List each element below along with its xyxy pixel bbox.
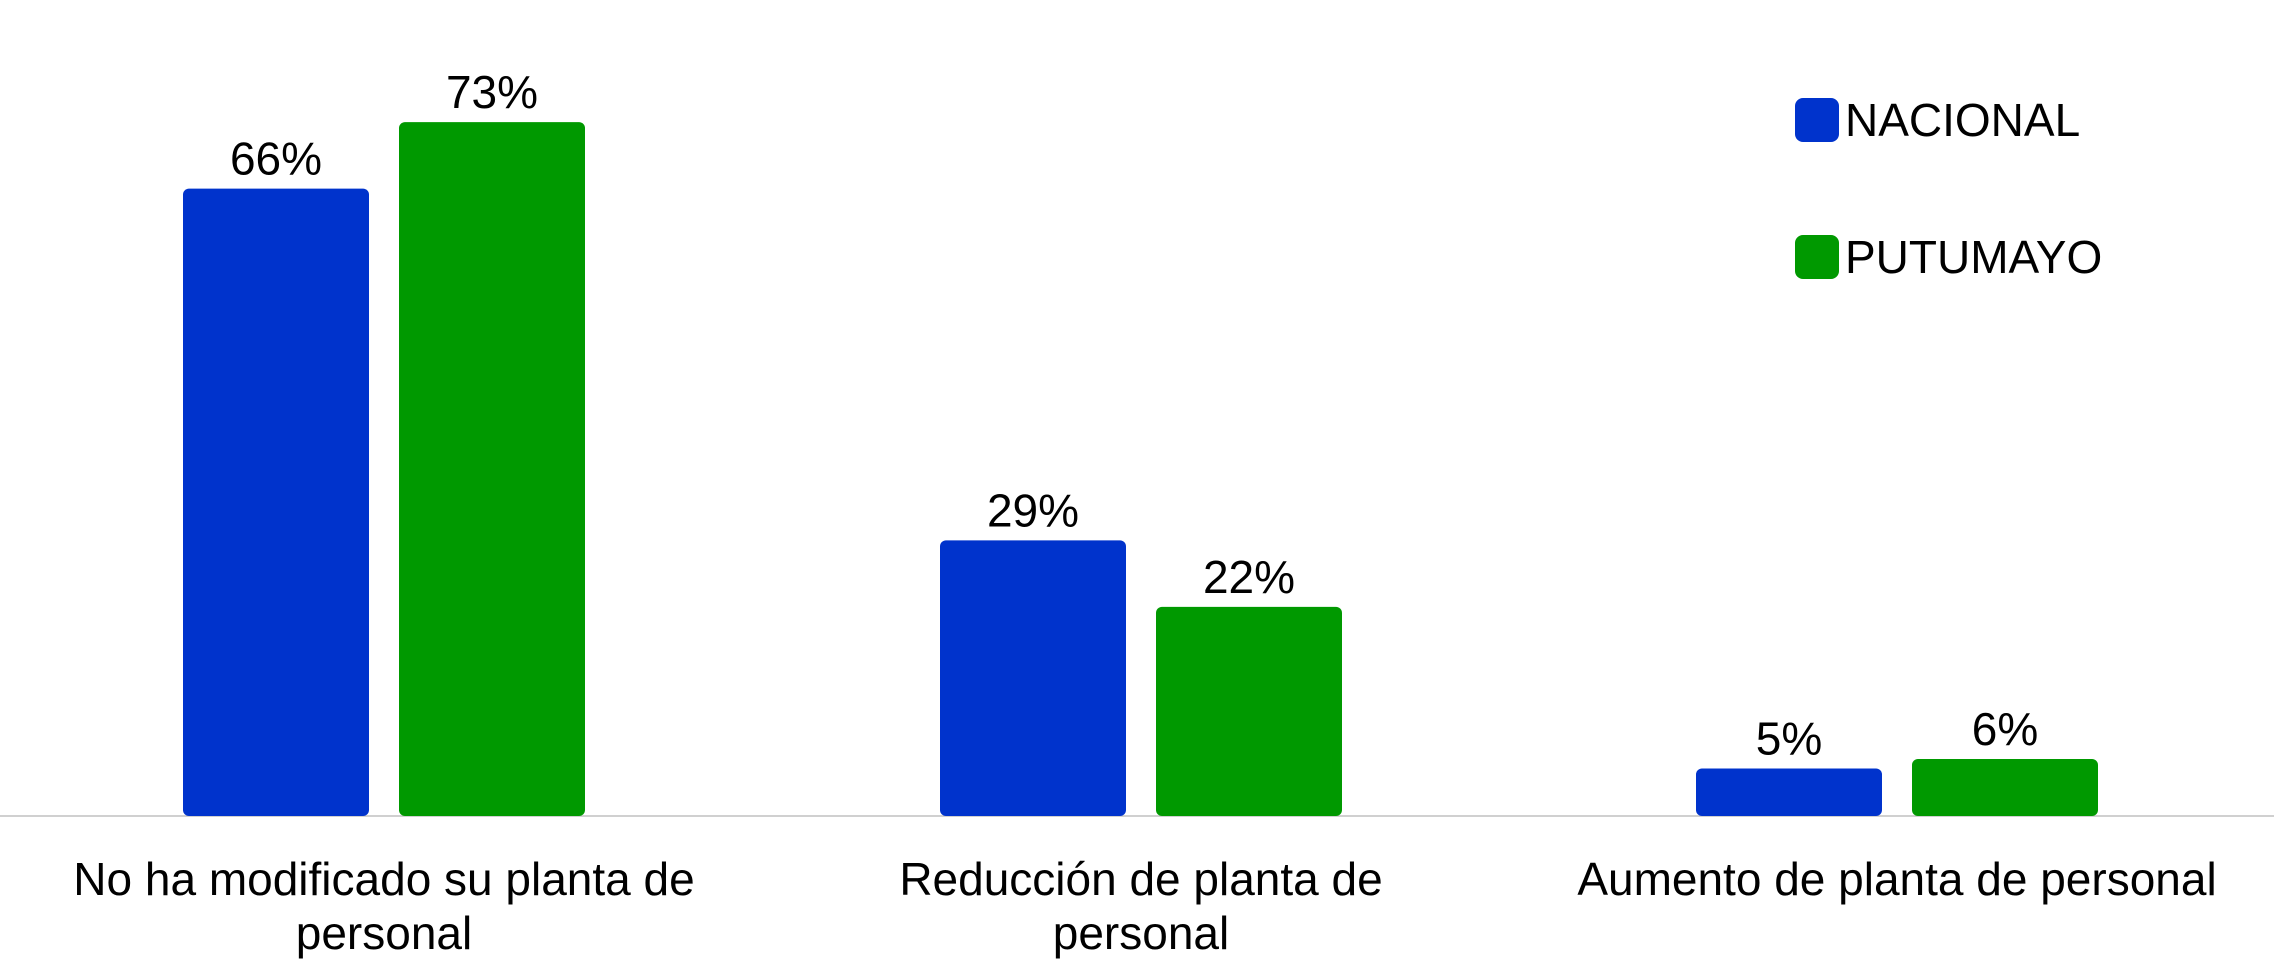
bar: [1912, 758, 2098, 816]
x-tick-label: No ha modificado su planta de personal: [73, 853, 695, 959]
x-tick-label: Aumento de planta de personal: [1577, 853, 2217, 905]
bar: [940, 540, 1126, 816]
value-label: 29%: [987, 484, 1079, 536]
legend-label: PUTUMAYO: [1845, 231, 2102, 283]
value-label: 6%: [1972, 703, 2038, 755]
value-label: 5%: [1756, 712, 1822, 764]
x-tick-label: Reducción de planta de personal: [899, 853, 1383, 959]
bar: [183, 188, 369, 817]
legend-swatch: [1795, 235, 1839, 279]
value-label: 66%: [230, 133, 322, 185]
bar: [1156, 606, 1342, 816]
bar: [1696, 768, 1882, 816]
bar: [399, 122, 585, 817]
legend-label: NACIONAL: [1845, 94, 2080, 146]
value-label: 22%: [1203, 551, 1295, 603]
value-label: 73%: [446, 66, 538, 118]
legend-swatch: [1795, 98, 1839, 142]
